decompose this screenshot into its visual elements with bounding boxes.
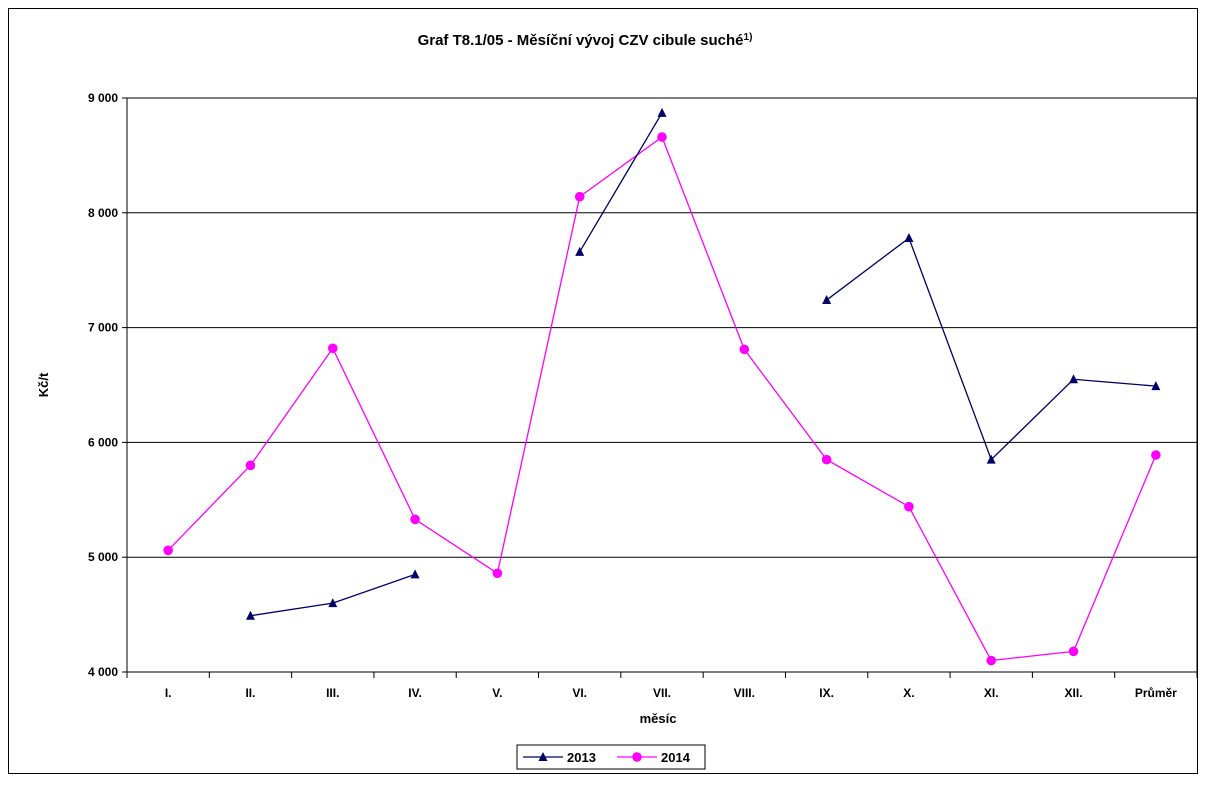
y-tick-label: 5 000 — [88, 550, 118, 564]
y-tick-label: 8 000 — [88, 206, 118, 220]
series-2014 — [163, 132, 1161, 666]
data-point-2014 — [986, 655, 997, 666]
series-group — [163, 107, 1161, 666]
data-point-2013 — [1069, 374, 1079, 384]
x-tick-label: XI. — [984, 686, 999, 700]
x-tick-label: III. — [326, 686, 339, 700]
data-point-2013 — [657, 107, 667, 117]
gridlines — [126, 97, 1198, 673]
legend-marker — [538, 752, 548, 761]
axes: 4 000 5 000 6 000 7 000 8 000 9 000 I. II. III. I… — [88, 91, 1198, 700]
data-point-2013 — [1151, 381, 1161, 391]
legend-label: 2014 — [661, 750, 691, 765]
data-point-2014 — [821, 454, 832, 465]
data-point-2014 — [1151, 450, 1161, 460]
data-point-2014 — [574, 191, 585, 202]
x-tick-label: VII. — [653, 686, 671, 700]
y-tick-label: 4 000 — [88, 665, 118, 679]
data-point-2014 — [410, 514, 420, 525]
x-tick-label: VIII. — [734, 686, 755, 700]
data-point-2014 — [1068, 646, 1079, 657]
data-point-2014 — [904, 501, 914, 512]
x-tick-label: VI. — [572, 686, 587, 700]
data-point-2014 — [739, 344, 750, 355]
data-point-2014 — [327, 343, 338, 354]
data-point-2013 — [904, 233, 914, 243]
x-tick-label: IX. — [819, 686, 834, 700]
legend-label: 2013 — [567, 750, 596, 765]
data-point-2014 — [245, 460, 256, 471]
series-line-2013 — [579, 112, 663, 253]
y-axis-label: Kč/t — [36, 372, 51, 397]
data-point-2014 — [163, 545, 173, 556]
legend-marker — [632, 752, 642, 762]
data-point-2013 — [822, 295, 832, 305]
x-tick-label: V. — [492, 686, 502, 700]
y-tick-label: 6 000 — [88, 435, 118, 449]
data-point-2013 — [575, 246, 585, 256]
y-tick-label: 7 000 — [88, 321, 118, 335]
y-tick-label: 9 000 — [88, 91, 118, 105]
legend-item-2013: 2013 — [523, 750, 596, 765]
x-tick-label: X. — [903, 686, 914, 700]
chart-title-main: Graf T8.1/05 - Měsíční vývoj CZV cibule … — [418, 32, 744, 49]
data-point-2013 — [410, 569, 420, 579]
series-2013 — [245, 107, 1161, 620]
x-tick-label: I. — [165, 686, 172, 700]
chart-border — [8, 8, 1198, 774]
chart-title-superscript: 1) — [744, 32, 753, 43]
x-tick-label: II. — [245, 686, 255, 700]
x-axis-label: měsíc — [640, 711, 677, 726]
data-point-2013 — [245, 610, 255, 620]
data-point-2013 — [328, 598, 338, 608]
x-tick-label: Průměr — [1135, 686, 1177, 700]
data-point-2014 — [657, 132, 667, 142]
data-point-2014 — [492, 568, 503, 579]
legend-item-2014: 2014 — [617, 750, 691, 765]
data-point-2013 — [986, 454, 996, 464]
legend: 2013 2014 — [516, 744, 706, 770]
x-tick-label: XII. — [1065, 686, 1083, 700]
x-tick-label: IV. — [408, 686, 422, 700]
chart-title: Graf T8.1/05 - Měsíční vývoj CZV cibule … — [418, 32, 753, 49]
